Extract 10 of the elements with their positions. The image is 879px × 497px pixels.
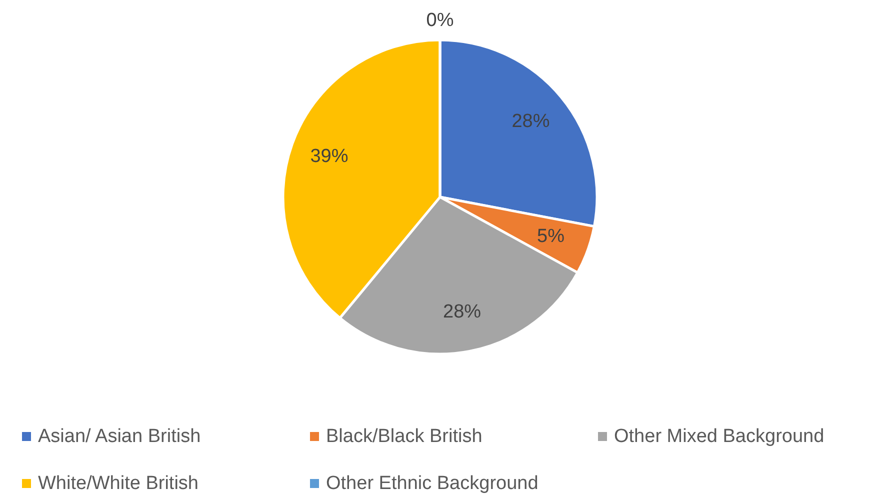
- legend-label: Other Ethnic Background: [326, 473, 538, 494]
- legend-label: Black/Black British: [326, 426, 482, 448]
- data-label: 28%: [512, 110, 550, 132]
- legend-label: White/White British: [38, 473, 198, 494]
- legend-label: Other Mixed Background: [614, 426, 824, 448]
- legend-label: Asian/ Asian British: [38, 426, 201, 448]
- data-label: 28%: [443, 302, 482, 323]
- data-label: 39%: [310, 146, 348, 168]
- data-label: 5%: [537, 226, 565, 247]
- text: 0%: [426, 10, 454, 32]
